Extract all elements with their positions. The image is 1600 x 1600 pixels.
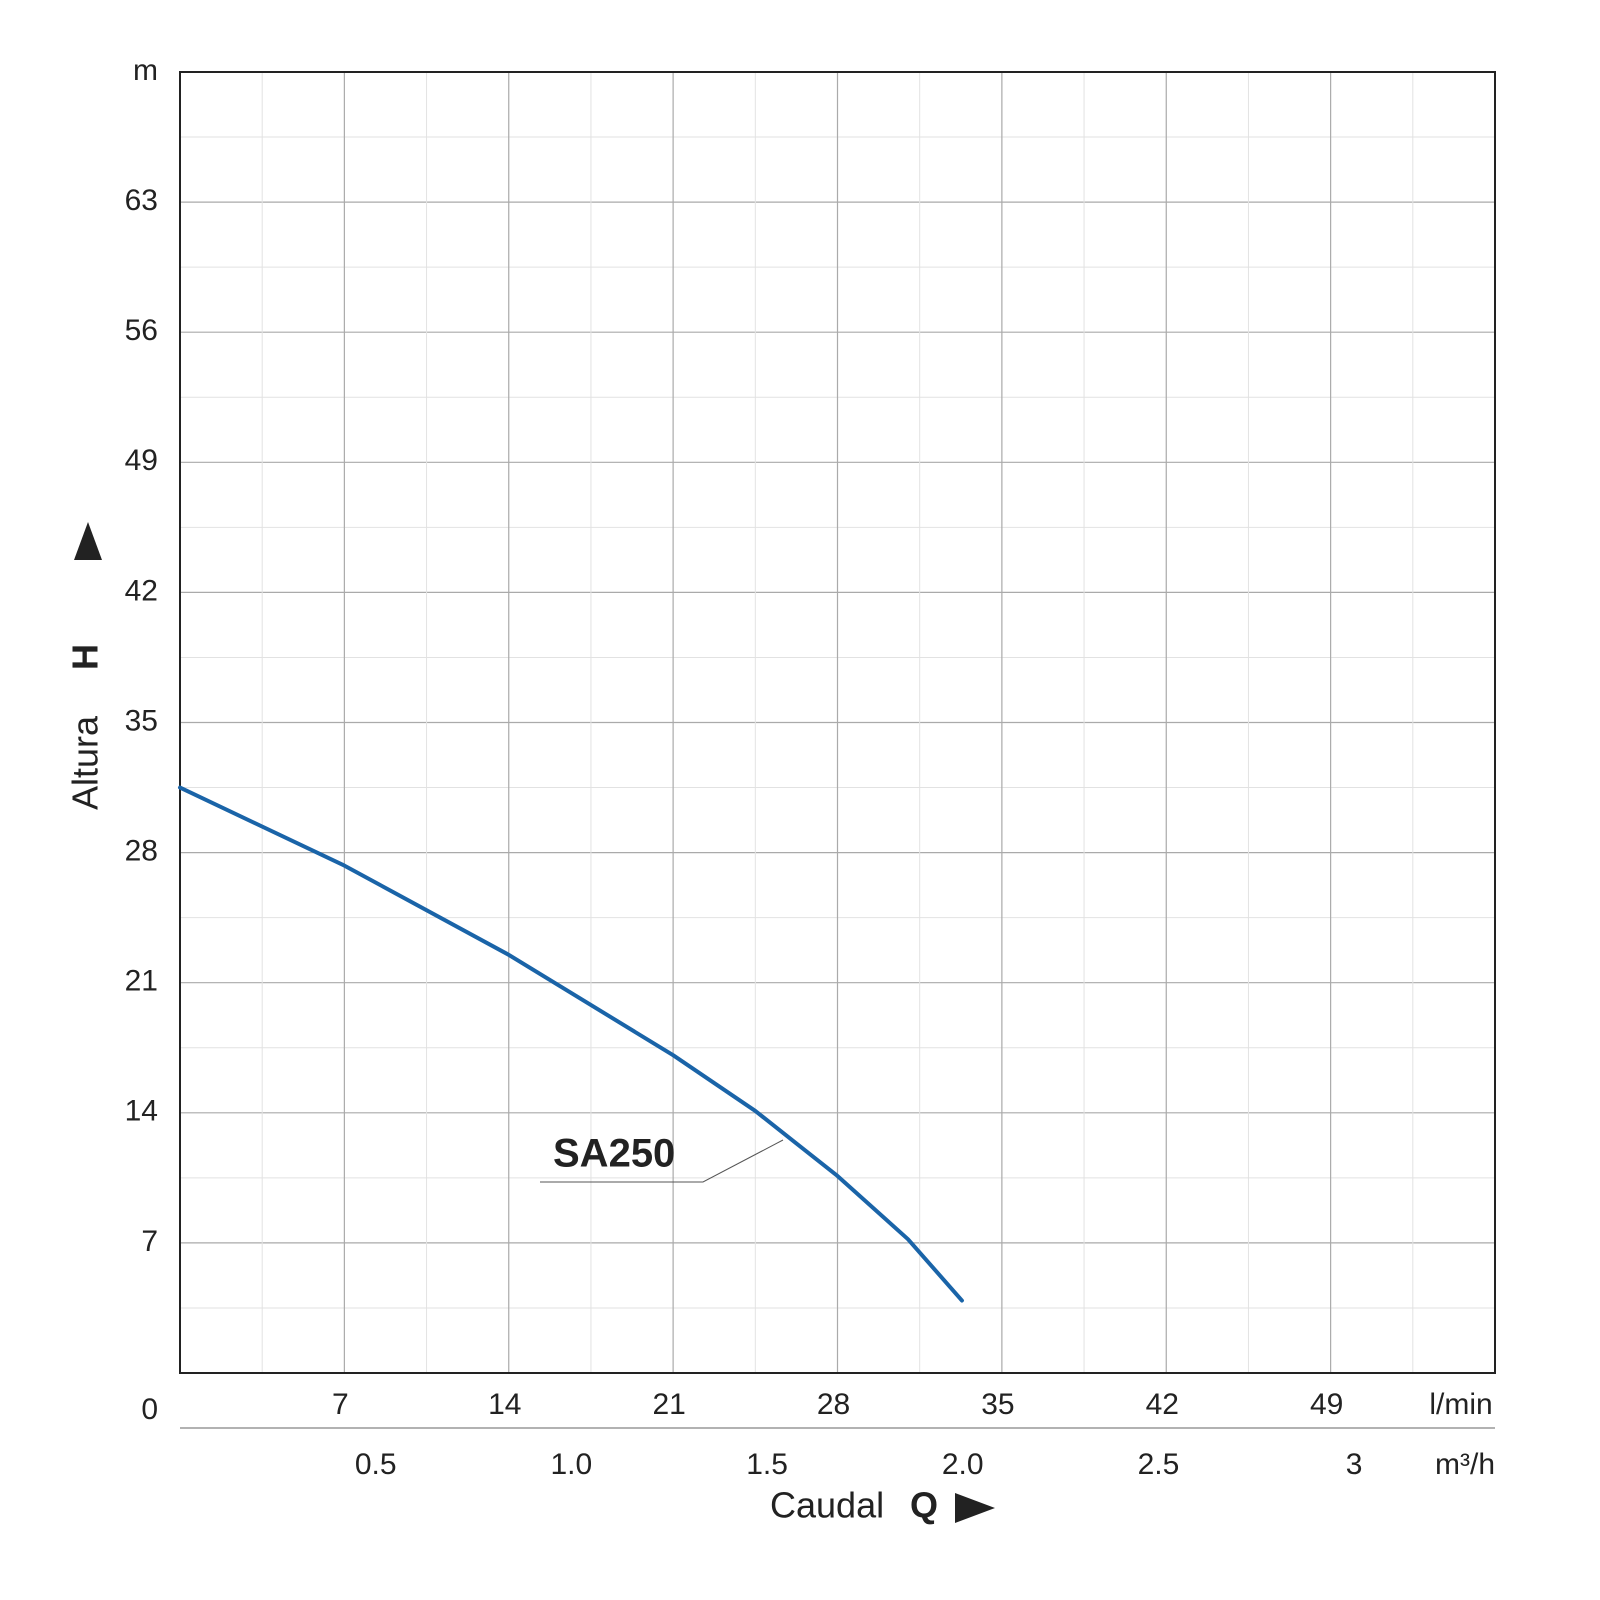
x-tick-label: 49 [1310,1388,1343,1421]
y-tick-label: 35 [125,704,158,737]
x-tick-label: 14 [488,1388,521,1421]
y-tick-label: m [133,54,158,87]
grid [180,72,1495,1373]
x-tick-label: 21 [652,1388,685,1421]
y-tick-label: 56 [125,314,158,347]
x-tick-label: l/min [1429,1388,1492,1421]
x2-axis-unit: m³/h [1435,1448,1495,1481]
x2-tick-label: 2.5 [1138,1448,1180,1481]
curve [178,785,964,1303]
x-axis-symbol: Q [910,1485,938,1526]
y-tick-label: 63 [125,184,158,217]
y-tick-label: 0 [141,1393,158,1426]
y-tick-label: 28 [125,835,158,868]
x2-tick-label: 1.0 [551,1448,593,1481]
y-axis-arrow [74,522,102,560]
x-tick-label: 7 [332,1388,349,1421]
x-axis-arrow [955,1493,995,1523]
x-tick-label: 28 [817,1388,850,1421]
x-tick-label: 42 [1146,1388,1179,1421]
y-tick-label: 42 [125,574,158,607]
series-label: SA250 [553,1132,675,1176]
y-tick-label: 21 [125,965,158,998]
y-tick-label: 14 [125,1095,158,1128]
y-tick-label: 49 [125,444,158,477]
x2-tick-label: 0.5 [355,1448,397,1481]
y-axis-symbol: H [65,644,106,670]
leader-line [540,1139,784,1183]
x2-tick-label: 2.0 [942,1448,984,1481]
y-axis-title-group: Altura H [65,522,106,810]
y-axis-title: Altura [65,715,106,810]
x-tick-label: 35 [981,1388,1014,1421]
x-axis-title: Caudal [770,1485,884,1526]
x2-tick-label: 3 [1346,1448,1363,1481]
plot-frame [179,71,1496,1374]
x2-tick-label: 1.5 [746,1448,788,1481]
y-tick-label: 7 [141,1225,158,1258]
